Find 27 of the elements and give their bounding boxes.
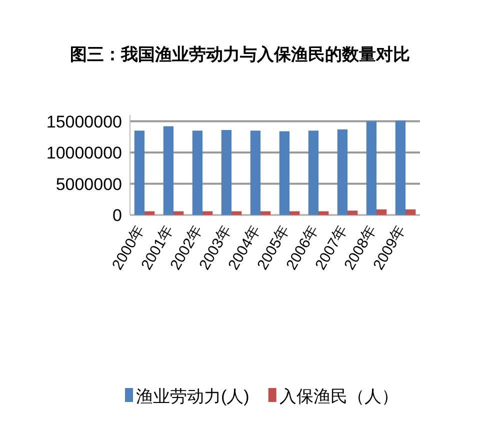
bar (279, 131, 290, 215)
bar (260, 211, 271, 215)
y-tick-label: 0 (112, 206, 122, 225)
legend-label: 入保渔民（人） (279, 387, 398, 406)
y-tick-label: 5000000 (56, 174, 122, 194)
y-tick-label: 10000000 (46, 144, 122, 162)
bar (163, 126, 174, 215)
bar (232, 211, 242, 215)
chart-title: 图三：我国渔业劳动力与入保渔民的数量对比 (70, 45, 410, 64)
legend-label: 渔业劳动力(人) (136, 387, 250, 406)
y-tick-label: 15000000 (46, 112, 122, 132)
bar (144, 211, 155, 215)
bar (250, 130, 260, 215)
bar (192, 130, 202, 215)
bar (174, 211, 184, 215)
bar (406, 209, 416, 215)
bar (202, 211, 213, 215)
bar (395, 120, 406, 215)
bar (376, 209, 387, 215)
bar (134, 130, 144, 215)
bar (290, 211, 300, 215)
bar (308, 130, 318, 215)
bar (221, 130, 232, 215)
bar (337, 129, 348, 215)
bar (318, 211, 329, 215)
bar (366, 121, 376, 215)
bar (348, 210, 358, 215)
